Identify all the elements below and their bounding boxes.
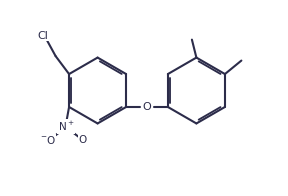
Text: Cl: Cl [37, 31, 48, 41]
Text: N$^+$: N$^+$ [58, 120, 74, 133]
Text: $^{-}$O: $^{-}$O [40, 134, 56, 146]
Text: O: O [78, 135, 87, 145]
Text: O: O [143, 102, 151, 112]
